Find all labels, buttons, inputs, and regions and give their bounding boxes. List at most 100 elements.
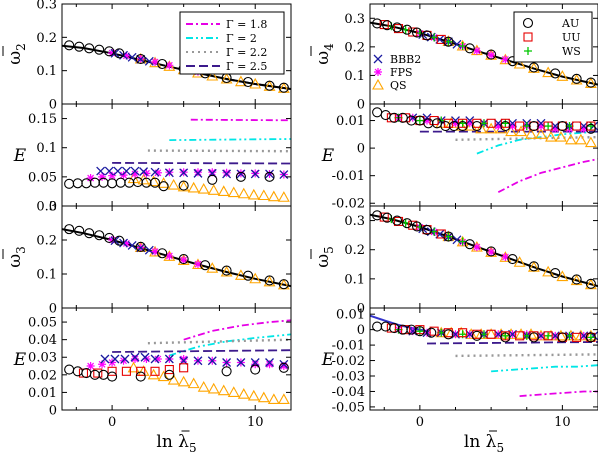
marker-QS [515,125,527,137]
marker-FPS [153,355,162,363]
y-tick-label: 0.04 [28,333,57,348]
marker-BBB2 [236,358,246,367]
marker-QS [257,391,270,403]
marker-AU [94,230,105,241]
marker-QS [197,381,210,392]
marker-AU [380,321,391,332]
marker-BBB2 [96,166,106,176]
marker-FPS [108,236,117,244]
marker-BBB2 [164,354,174,364]
marker-BBB2 [110,354,120,364]
p_E_right_top-panel: -0.02 -0.01 0 0.01 E [321,103,598,212]
marker-AU [557,121,568,132]
legend-marker-QS [372,78,384,90]
p_E_left_top-panel: 0 0.05 0.1 0.15 E [13,103,292,215]
marker-QS [177,180,190,192]
x-tick-label: 10 [554,415,571,430]
marker-FPS [487,51,496,60]
marker-FPS [508,122,517,131]
x-axis-label: ln λ5 [464,432,504,455]
marker-AU [94,44,105,55]
p_w5-panel: 0 0.1 0.2 0.3 ω5 [310,205,598,317]
marker-AU [464,239,475,250]
marker-AU [443,329,454,340]
y-tick-label: 0.3 [344,12,365,27]
legend-entry: Γ = 1.8 [226,18,267,31]
marker-BBB2 [236,169,246,179]
marker-AU [243,270,254,281]
y-tick-label: 0 [357,323,365,338]
marker-BBB2 [250,358,260,367]
marker-QS [247,188,260,200]
marker-QS [157,370,170,382]
marker-BBB2 [265,358,274,367]
marker-QS [570,274,583,286]
marker-QS [263,275,276,287]
marker-FPS [494,122,503,131]
marker-QS [525,128,537,139]
y-tick-label: 0.3 [36,200,57,215]
p_w3-plot-area [62,224,291,290]
marker-AU [585,123,596,134]
marker-QS [545,130,557,142]
marker-QS [167,178,180,190]
y-tick-label: -0.05 [332,400,365,415]
marker-UU [572,332,582,342]
marker-QS [220,265,233,277]
marker-BBB2 [144,56,154,66]
marker-UU [458,328,468,338]
reference-curve [370,213,598,288]
y-tick-label: 0 [49,404,57,419]
marker-AU [486,49,497,60]
marker-FPS [472,243,481,252]
marker-BBB2 [130,166,140,176]
reference-curve [370,314,428,333]
p_w2-panel: 0 0.1 0.2 0.3 ω2 Γ = 1.8Γ = 2Γ = 2.2Γ = 2.5 [2,0,292,113]
y-tick-label: 0 [357,302,365,317]
marker-UU [543,121,553,131]
marker-AU [84,228,95,239]
y-tick-label: 0.01 [336,308,365,323]
marker-WS [501,119,510,128]
marker-AU [98,369,109,380]
marker-AU [264,80,275,91]
series-line-gamma_1.8 [497,158,598,193]
y-tick-label: 0.01 [336,114,365,129]
marker-BBB2 [250,169,260,179]
y-tick-label: 0.1 [36,64,57,79]
y-axis-label: E [321,146,335,166]
marker-AU [550,68,561,79]
marker-UU [486,118,496,128]
marker-BBB2 [100,354,110,364]
marker-AU [64,40,75,51]
marker-UU [179,363,189,373]
series-line-gamma_1.8 [183,319,291,341]
marker-AU [221,265,232,276]
y-tick-label: 0.2 [344,243,365,258]
marker-AU [107,371,118,382]
marker-WS [458,119,467,128]
marker-AU [380,109,391,121]
y-tick-label: 0.1 [344,69,365,84]
marker-FPS [151,58,160,66]
series-line-gamma_2.5 [112,349,291,353]
marker-BBB2 [104,166,114,176]
marker-AU [528,261,539,272]
marker-AU [104,232,115,244]
marker-AU [64,224,75,235]
marker-QS [206,262,219,273]
marker-AU [500,332,511,343]
marker-AU [401,218,413,229]
marker-AU [507,253,518,265]
marker-FPS [251,360,260,369]
marker-UU [436,229,446,239]
marker-AU [98,177,109,188]
p_E_left_bottom-panel: 0 0.01 0.02 0.03 0.04 0.05 0 10 Eln λ5 [13,307,292,455]
marker-QS [227,386,240,397]
marker-QS [207,184,220,195]
y-tick-label: 0.03 [28,351,57,366]
marker-AU [414,326,425,337]
marker-WS [586,122,595,131]
marker-AU [471,330,482,341]
